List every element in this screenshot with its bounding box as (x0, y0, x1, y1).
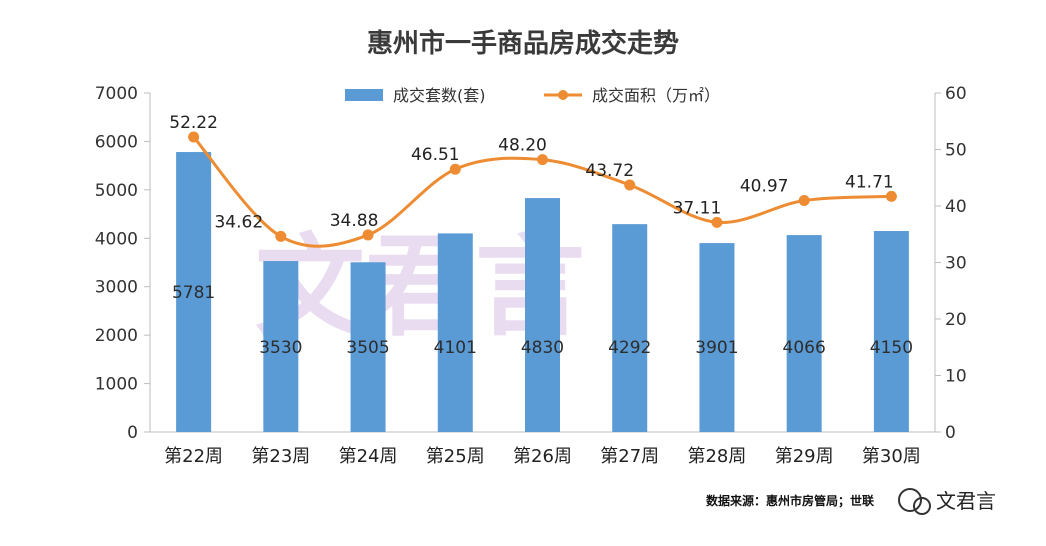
wechat-icon-bubble (913, 497, 931, 515)
line-value-label: 41.71 (845, 172, 894, 192)
bars (176, 152, 909, 432)
line-value-label: 40.97 (740, 177, 789, 197)
bar-value-label: 3505 (346, 338, 389, 358)
y-left-tick-label: 1000 (95, 375, 138, 395)
legend-label-line: 成交面积（万㎡） (592, 86, 720, 105)
axes: 0 1000 2000 3000 4000 5000 6000 7000 0 10 20 30 40 50… (95, 84, 967, 467)
legend-swatch-bar (345, 89, 383, 101)
bar (350, 262, 386, 432)
bar-value-label: 4292 (608, 338, 651, 358)
y-left-tick-label: 3000 (95, 278, 138, 298)
legend-label-bar: 成交套数(套) (393, 86, 486, 105)
x-tick-label: 第25周 (426, 446, 485, 467)
line-value-label: 34.88 (330, 211, 379, 231)
y-left-tick-label: 5000 (95, 181, 138, 201)
y-left-tick-label: 6000 (95, 132, 138, 152)
line-value-label: 46.51 (411, 145, 460, 165)
bar-value-label: 3530 (259, 338, 302, 358)
legend: 成交套数(套) 成交面积（万㎡） (345, 86, 720, 105)
x-tick-label: 第22周 (164, 446, 223, 467)
x-tick-label: 第28周 (687, 446, 746, 467)
line-value-label: 34.62 (214, 212, 263, 232)
line-value-label: 48.20 (498, 136, 547, 156)
data-labels: 5781 3530 3505 4101 4830 4292 3901 4066 4150 52.2… (169, 113, 913, 358)
chart-title: 惠州市一手商品房成交走势 (367, 28, 679, 59)
y-right-tick-label: 30 (945, 254, 967, 274)
line-point (885, 190, 897, 202)
y-right-tick-label: 20 (945, 310, 967, 330)
x-tick-label: 第30周 (862, 446, 921, 467)
legend-swatch-marker (558, 90, 568, 100)
x-tick-label: 第26周 (513, 446, 572, 467)
y-left-tick-label: 0 (127, 423, 138, 443)
x-tick-label: 第29周 (775, 446, 834, 467)
bar-value-label: 4150 (870, 338, 913, 358)
line-point (624, 179, 636, 191)
bar-value-label: 5781 (172, 283, 215, 303)
y-right-tick-label: 40 (945, 197, 967, 217)
y-left-tick-label: 2000 (95, 326, 138, 346)
bar-value-label: 4101 (434, 338, 477, 358)
line-point (798, 195, 810, 207)
line-point (449, 163, 461, 175)
bar (176, 152, 212, 432)
brand-logo: 文君言 (898, 488, 996, 515)
bar (786, 235, 822, 432)
brand-name: 文君言 (936, 489, 996, 513)
x-tick-label: 第23周 (251, 446, 310, 467)
bar (873, 231, 909, 432)
y-right-tick-label: 50 (945, 141, 967, 161)
bar-value-label: 4066 (783, 338, 826, 358)
line-point (275, 230, 287, 242)
line-point (711, 216, 723, 228)
source-note: 数据来源：惠州市房管局；世联 (706, 493, 874, 508)
bar (612, 224, 648, 432)
y-right-tick-label: 0 (945, 423, 956, 443)
wechat-icon (898, 488, 922, 512)
y-right-tick-label: 10 (945, 367, 967, 387)
bar (263, 261, 299, 432)
line-point (537, 154, 548, 166)
bar (525, 198, 560, 432)
line-value-label: 37.11 (673, 198, 722, 218)
bar-value-label: 3901 (695, 338, 738, 358)
x-tick-label: 第27周 (600, 446, 659, 467)
line-series (188, 131, 897, 248)
bar (437, 233, 473, 432)
y-left-tick-label: 7000 (95, 84, 138, 104)
line-value-label: 52.22 (169, 113, 218, 133)
line-point (362, 229, 374, 241)
bar-value-label: 4830 (521, 338, 564, 358)
line-value-label: 43.72 (585, 161, 634, 181)
y-left-tick-label: 4000 (95, 229, 138, 249)
bar (699, 243, 735, 432)
line-point (188, 131, 200, 143)
x-tick-label: 第24周 (339, 446, 398, 467)
y-right-tick-label: 60 (945, 84, 967, 104)
